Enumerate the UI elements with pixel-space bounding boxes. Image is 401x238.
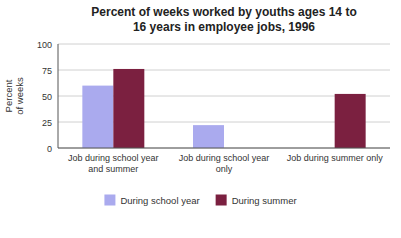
y-axis-label: Percentof weeks bbox=[3, 77, 25, 115]
x-tick-label: Job during summer only bbox=[287, 153, 384, 163]
y-tick-label: 25 bbox=[42, 118, 52, 128]
x-tick-label: Job during school yearonly bbox=[179, 153, 270, 174]
bars bbox=[82, 69, 365, 148]
grid bbox=[58, 44, 390, 148]
legend-label: During school year bbox=[120, 195, 199, 206]
chart: Percent of weeks worked by youths ages 1… bbox=[0, 0, 401, 238]
bar bbox=[335, 94, 366, 148]
legend-swatch bbox=[216, 195, 227, 206]
legend: During school year During summer bbox=[104, 195, 296, 207]
bar bbox=[113, 69, 144, 148]
y-tick-label: 50 bbox=[42, 92, 52, 102]
legend-swatch bbox=[104, 195, 115, 206]
grid-line bbox=[58, 70, 390, 71]
y-tick-label: 0 bbox=[47, 144, 52, 154]
bar bbox=[82, 86, 113, 148]
grid-line bbox=[58, 148, 390, 149]
y-axis-line bbox=[58, 44, 59, 148]
x-axis-line bbox=[58, 148, 390, 149]
bar bbox=[193, 125, 224, 148]
title: Percent of weeks worked by youths ages 1… bbox=[91, 5, 356, 34]
grid-line bbox=[58, 44, 390, 45]
y-tick-label: 100 bbox=[37, 40, 52, 50]
y-tick-label: 75 bbox=[42, 66, 52, 76]
x-tick-label: Job during school yearand summer bbox=[68, 153, 159, 174]
legend-label: During summer bbox=[232, 195, 297, 206]
